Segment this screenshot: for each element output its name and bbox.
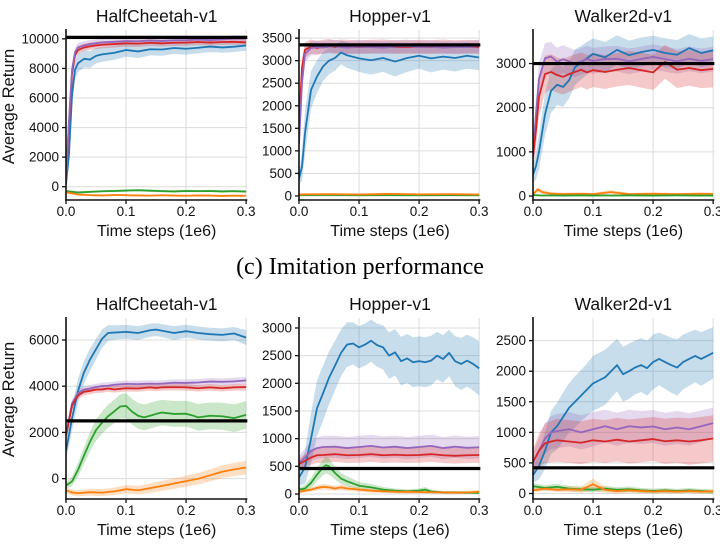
svg-text:1500: 1500 bbox=[262, 403, 292, 418]
svg-text:3000: 3000 bbox=[262, 53, 292, 68]
svg-text:500: 500 bbox=[270, 459, 293, 474]
svg-text:0.2: 0.2 bbox=[410, 204, 429, 219]
chart-title: Walker2d-v1 bbox=[574, 294, 673, 314]
chart-title: HalfCheetah-v1 bbox=[95, 6, 218, 26]
x-axis-label: Time steps (1e6) bbox=[563, 522, 684, 539]
chart-top-halfcheetah: HalfCheetah-v1 0.0 0.1 0.2 0.3 0 2000 4000 6000… bbox=[20, 0, 256, 246]
svg-text:3000: 3000 bbox=[496, 56, 526, 71]
svg-text:0.2: 0.2 bbox=[643, 204, 662, 219]
chart-plot: 0.0 0.1 0.2 0.3 0 2000 4000 6000 bbox=[29, 317, 256, 518]
svg-text:0.0: 0.0 bbox=[57, 503, 76, 518]
y-axis-label-column: Average Return bbox=[0, 288, 20, 545]
chart-plot: 0.0 0.1 0.2 0.3 0 500 1000 1500 2000 2500 3000 3500 bbox=[262, 29, 489, 219]
svg-text:0.0: 0.0 bbox=[523, 204, 542, 219]
svg-text:0.3: 0.3 bbox=[703, 204, 720, 219]
svg-text:0.1: 0.1 bbox=[583, 503, 602, 518]
svg-text:0.0: 0.0 bbox=[290, 503, 309, 518]
figure-caption: (c) Imitation performance bbox=[236, 253, 484, 280]
svg-text:2500: 2500 bbox=[262, 76, 292, 91]
svg-text:0.1: 0.1 bbox=[117, 204, 136, 219]
svg-text:6000: 6000 bbox=[29, 91, 59, 106]
top-row: Average Return HalfCheetah-v1 0.0 0.1 0.2 0… bbox=[0, 0, 720, 246]
svg-text:0.3: 0.3 bbox=[470, 204, 489, 219]
svg-text:1000: 1000 bbox=[262, 143, 292, 158]
svg-text:2000: 2000 bbox=[262, 98, 292, 113]
svg-text:0.0: 0.0 bbox=[57, 204, 76, 219]
svg-text:4000: 4000 bbox=[29, 379, 59, 394]
svg-text:2000: 2000 bbox=[496, 100, 526, 115]
svg-text:0.1: 0.1 bbox=[117, 503, 136, 518]
chart-plot: 0.0 0.1 0.2 0.3 0 500 1000 1500 2000 2500 bbox=[496, 317, 720, 518]
svg-text:1500: 1500 bbox=[496, 394, 526, 409]
svg-text:1000: 1000 bbox=[262, 431, 292, 446]
svg-text:2000: 2000 bbox=[496, 364, 526, 379]
svg-text:1000: 1000 bbox=[496, 425, 526, 440]
svg-text:2500: 2500 bbox=[262, 348, 292, 363]
chart-plot: 0.0 0.1 0.2 0.3 0 500 1000 1500 2000 2500 3000 bbox=[262, 317, 489, 518]
svg-text:2000: 2000 bbox=[29, 425, 59, 440]
x-axis-label: Time steps (1e6) bbox=[563, 223, 684, 240]
chart-title: Hopper-v1 bbox=[349, 6, 431, 26]
svg-text:2500: 2500 bbox=[496, 333, 526, 348]
svg-text:0.1: 0.1 bbox=[350, 204, 369, 219]
svg-text:3000: 3000 bbox=[262, 320, 292, 335]
svg-text:0.0: 0.0 bbox=[523, 503, 542, 518]
svg-text:0.3: 0.3 bbox=[470, 503, 489, 518]
svg-text:0.2: 0.2 bbox=[177, 503, 196, 518]
svg-text:0.0: 0.0 bbox=[290, 204, 309, 219]
svg-text:0: 0 bbox=[51, 179, 59, 194]
x-axis-label: Time steps (1e6) bbox=[330, 223, 450, 240]
chart-title: HalfCheetah-v1 bbox=[95, 294, 218, 314]
chart-title: Walker2d-v1 bbox=[574, 6, 673, 26]
svg-text:6000: 6000 bbox=[29, 332, 59, 347]
svg-text:0.2: 0.2 bbox=[177, 204, 196, 219]
svg-text:500: 500 bbox=[503, 455, 526, 470]
x-axis-label: Time steps (1e6) bbox=[96, 223, 217, 240]
svg-text:2000: 2000 bbox=[262, 376, 292, 391]
svg-text:0.1: 0.1 bbox=[350, 503, 369, 518]
svg-text:0.3: 0.3 bbox=[703, 503, 720, 518]
svg-text:1000: 1000 bbox=[496, 144, 526, 159]
y-axis-label: Average Return bbox=[0, 48, 19, 164]
svg-text:8000: 8000 bbox=[29, 61, 59, 76]
chart-bottom-halfcheetah: HalfCheetah-v1 0.0 0.1 0.2 0.3 0 2000 4000 6000… bbox=[20, 288, 256, 545]
svg-text:2000: 2000 bbox=[29, 150, 59, 165]
chart-bottom-walker2d: Walker2d-v1 0.0 0.1 0.2 0.3 0 500 1000 1500 2000… bbox=[487, 288, 720, 545]
chart-top-hopper: Hopper-v1 0.0 0.1 0.2 0.3 0 500 1000 1500 2000 25… bbox=[253, 0, 489, 246]
bottom-row: Average Return HalfCheetah-v1 0.0 0.1 0.2 0… bbox=[0, 288, 720, 545]
y-axis-label-column: Average Return bbox=[0, 0, 20, 246]
svg-text:0.3: 0.3 bbox=[237, 503, 256, 518]
svg-text:0.2: 0.2 bbox=[643, 503, 662, 518]
svg-text:0.1: 0.1 bbox=[583, 204, 602, 219]
svg-text:10000: 10000 bbox=[21, 31, 59, 46]
svg-text:3500: 3500 bbox=[262, 31, 292, 46]
svg-text:0: 0 bbox=[285, 188, 293, 203]
y-axis-label: Average Return bbox=[0, 341, 19, 458]
svg-text:500: 500 bbox=[270, 166, 293, 181]
x-axis-label: Time steps (1e6) bbox=[96, 522, 217, 539]
chart-plot: 0.0 0.1 0.2 0.3 0 2000 4000 6000 8000 10000 bbox=[21, 29, 256, 219]
chart-bottom-hopper: Hopper-v1 0.0 0.1 0.2 0.3 0 500 1000 1500 2000 25… bbox=[253, 288, 489, 545]
svg-text:0: 0 bbox=[51, 471, 59, 486]
chart-top-walker2d: Walker2d-v1 0.0 0.1 0.2 0.3 0 1000 2000 3000 Ti… bbox=[487, 0, 720, 246]
chart-plot: 0.0 0.1 0.2 0.3 0 1000 2000 3000 bbox=[496, 29, 720, 219]
svg-text:1500: 1500 bbox=[262, 121, 292, 136]
svg-text:0: 0 bbox=[285, 487, 293, 502]
svg-text:0: 0 bbox=[518, 189, 526, 204]
x-axis-label: Time steps (1e6) bbox=[330, 522, 450, 539]
svg-text:0.2: 0.2 bbox=[410, 503, 429, 518]
svg-text:4000: 4000 bbox=[29, 120, 59, 135]
svg-text:0.3: 0.3 bbox=[237, 204, 256, 219]
svg-text:0: 0 bbox=[518, 486, 526, 501]
chart-title: Hopper-v1 bbox=[349, 294, 431, 314]
